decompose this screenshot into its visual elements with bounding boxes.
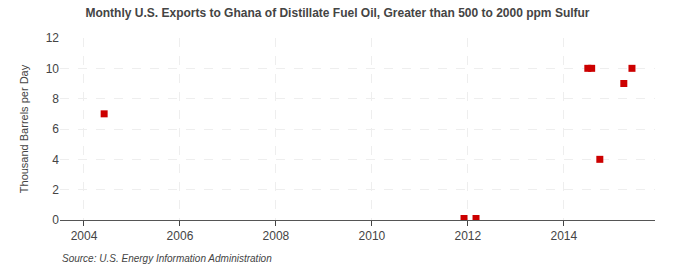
svg-text:2014: 2014 <box>550 229 577 243</box>
svg-text:8: 8 <box>52 92 59 106</box>
svg-text:2: 2 <box>52 183 59 197</box>
svg-text:0: 0 <box>52 213 59 227</box>
svg-text:2004: 2004 <box>71 229 98 243</box>
svg-text:Source: U.S. Energy Informatio: Source: U.S. Energy Information Administ… <box>62 253 272 264</box>
svg-text:2008: 2008 <box>263 229 290 243</box>
svg-text:2006: 2006 <box>167 229 194 243</box>
svg-text:Monthly U.S. Exports to Ghana: Monthly U.S. Exports to Ghana of Distill… <box>85 6 589 20</box>
svg-text:2012: 2012 <box>455 229 482 243</box>
svg-text:2010: 2010 <box>359 229 386 243</box>
svg-text:Thousand Barrels per Day: Thousand Barrels per Day <box>18 64 30 193</box>
svg-text:4: 4 <box>52 153 59 167</box>
svg-text:6: 6 <box>52 122 59 136</box>
svg-text:10: 10 <box>46 62 60 76</box>
svg-text:12: 12 <box>46 31 60 45</box>
